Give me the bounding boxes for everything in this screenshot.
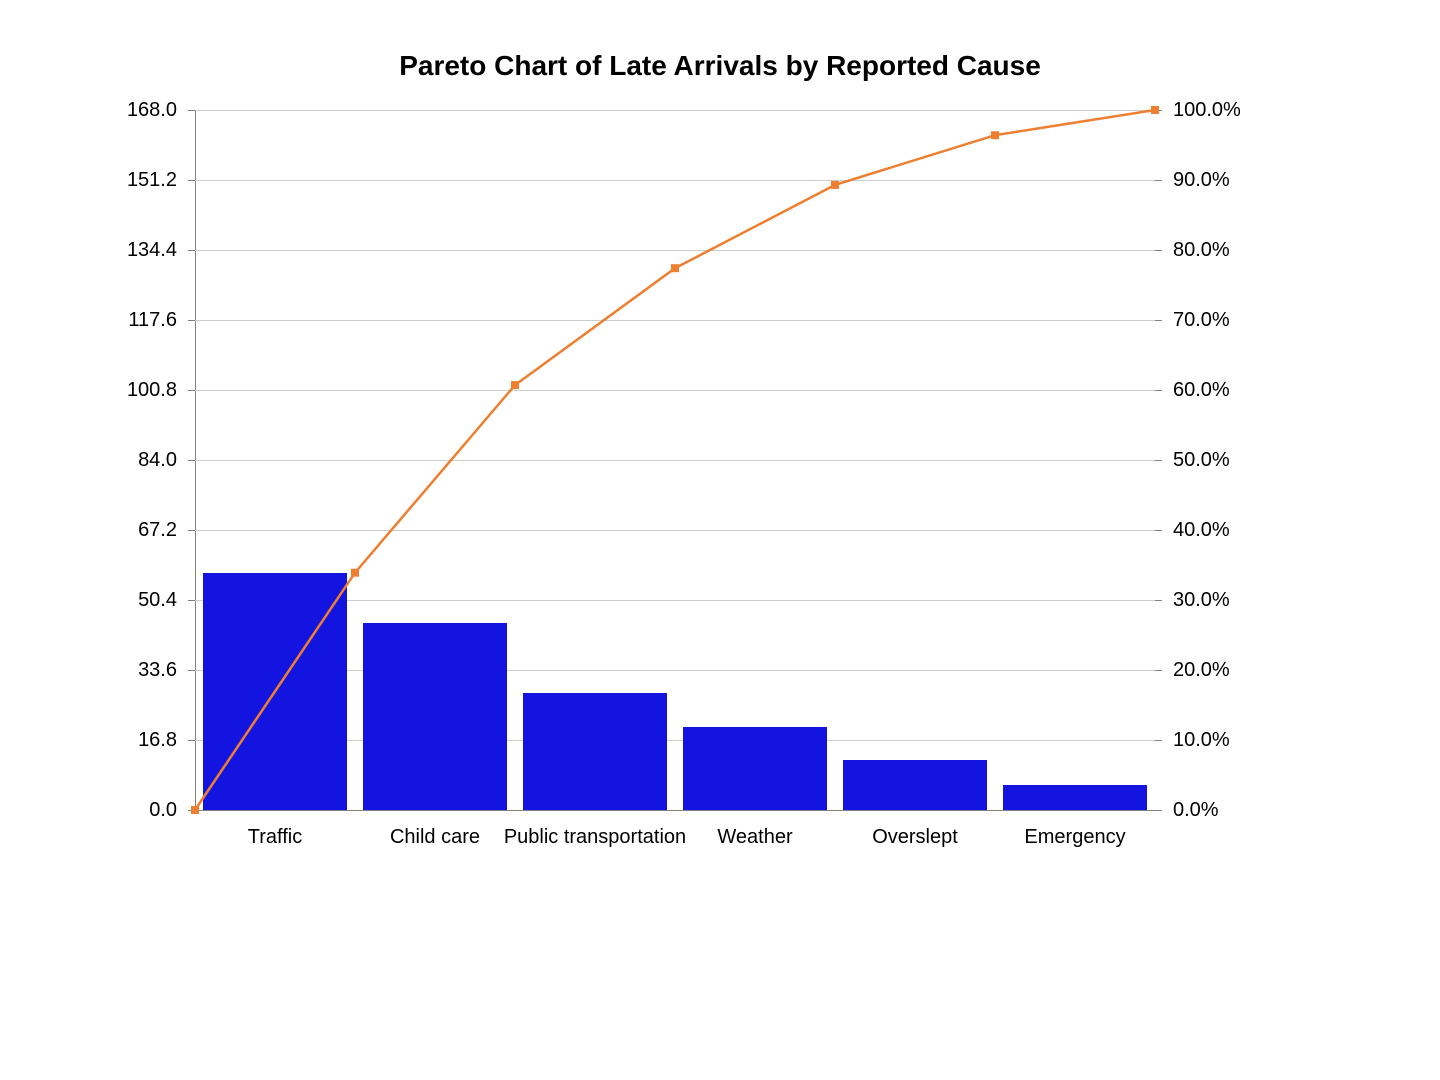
pareto-chart: Pareto Chart of Late Arrivals by Reporte… (80, 0, 1360, 960)
y-left-tick (188, 530, 195, 531)
y-left-tick-label: 151.2 (127, 170, 177, 190)
line-marker (991, 131, 999, 139)
y-right-tick (1155, 250, 1162, 251)
cumulative-line (195, 110, 1155, 810)
y-right-tick-label: 80.0% (1173, 240, 1230, 260)
y-left-tick (188, 600, 195, 601)
y-right-tick-label: 10.0% (1173, 730, 1230, 750)
y-left-tick (188, 250, 195, 251)
y-left-tick (188, 460, 195, 461)
y-right-tick (1155, 390, 1162, 391)
y-left-tick-label: 100.8 (127, 380, 177, 400)
y-left-tick-label: 84.0 (138, 450, 177, 470)
y-left-tick (188, 390, 195, 391)
y-right-tick-label: 30.0% (1173, 590, 1230, 610)
y-right-tick (1155, 180, 1162, 181)
y-right-tick (1155, 530, 1162, 531)
y-left-tick-label: 0.0 (149, 800, 177, 820)
y-left-tick-label: 67.2 (138, 520, 177, 540)
y-left-tick (188, 110, 195, 111)
y-right-tick-label: 0.0% (1173, 800, 1219, 820)
y-right-tick (1155, 460, 1162, 461)
y-left-tick (188, 320, 195, 321)
x-category-label: Emergency (963, 824, 1187, 851)
line-marker (351, 569, 359, 577)
y-right-tick-label: 20.0% (1173, 660, 1230, 680)
y-right-tick-label: 70.0% (1173, 310, 1230, 330)
y-left-tick (188, 180, 195, 181)
line-marker (831, 181, 839, 189)
y-right-tick (1155, 810, 1162, 811)
y-right-tick (1155, 740, 1162, 741)
y-right-tick-label: 100.0% (1173, 100, 1241, 120)
y-left-tick-label: 16.8 (138, 730, 177, 750)
line-marker (511, 381, 519, 389)
line-marker (671, 264, 679, 272)
y-left-tick-label: 134.4 (127, 240, 177, 260)
y-right-tick (1155, 320, 1162, 321)
y-left-tick-label: 117.6 (128, 310, 177, 330)
y-right-tick (1155, 600, 1162, 601)
y-right-tick-label: 90.0% (1173, 170, 1230, 190)
y-right-tick (1155, 670, 1162, 671)
line-marker (1151, 106, 1159, 114)
y-left-tick (188, 670, 195, 671)
y-right-tick-label: 60.0% (1173, 380, 1230, 400)
line-marker (191, 806, 199, 814)
y-left-tick-label: 33.6 (138, 660, 177, 680)
y-left-tick-label: 168.0 (127, 100, 177, 120)
plot-area: 0.016.833.650.467.284.0100.8117.6134.415… (195, 110, 1155, 810)
y-left-tick (188, 740, 195, 741)
y-left-tick-label: 50.4 (138, 590, 177, 610)
y-right-tick-label: 40.0% (1173, 520, 1230, 540)
cumulative-polyline (195, 110, 1155, 810)
y-right-tick-label: 50.0% (1173, 450, 1230, 470)
chart-title: Pareto Chart of Late Arrivals by Reporte… (80, 50, 1360, 82)
